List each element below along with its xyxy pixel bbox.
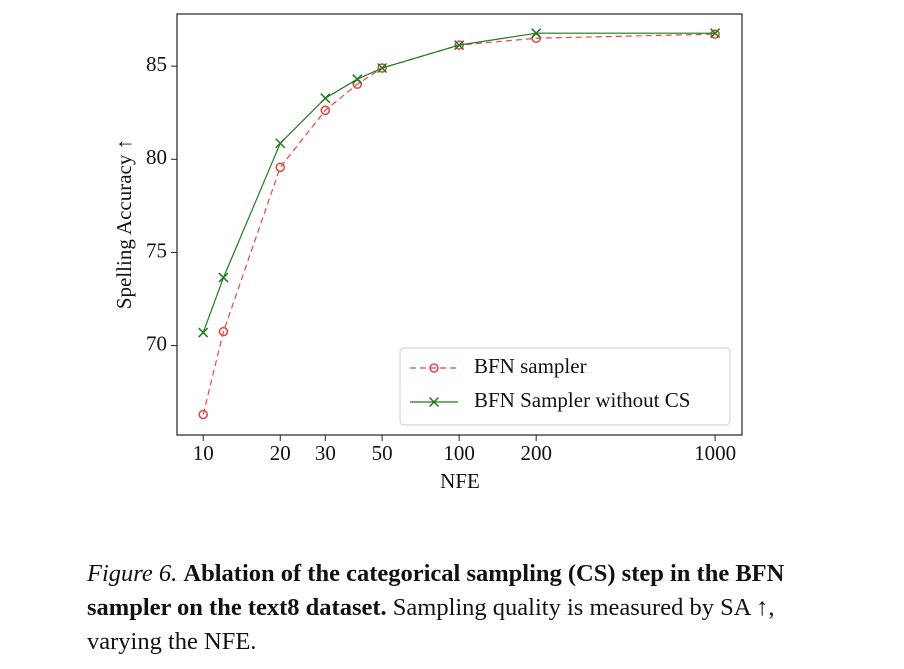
data-point: [218, 326, 229, 337]
data-point: [377, 62, 388, 74]
x-axis-label: NFE: [440, 469, 480, 493]
legend-label: BFN Sampler without CS: [474, 388, 690, 412]
series-line: [202, 33, 716, 415]
caption: Figure 6. Ablation of the categorical sa…: [87, 557, 827, 659]
legend-label: BFN sampler: [474, 354, 587, 378]
x-tick-label: 30: [315, 441, 336, 465]
data-point: [531, 28, 542, 39]
x-tick-label: 1000: [694, 441, 736, 465]
x-tick-label: 200: [520, 441, 552, 465]
caption-label: Figure 6.: [87, 560, 178, 587]
data-point: [218, 272, 229, 283]
data-point: [275, 162, 286, 173]
data-point: [710, 28, 721, 39]
data-point: [352, 74, 363, 85]
chart: NFE Spelling Accuracy ↑ 10 20 30 50 100 200 10…: [112, 13, 743, 493]
x-tick-label: 50: [372, 441, 393, 465]
x-tick-label: 100: [443, 441, 475, 465]
legend-box: [399, 347, 731, 426]
data-point: [710, 29, 720, 39]
legend-marker: [428, 396, 440, 408]
data-point: [198, 409, 209, 420]
y-tick-label: 85: [146, 52, 167, 76]
data-point: [198, 327, 209, 338]
data-point: [454, 40, 465, 51]
y-tick-label: 80: [146, 145, 167, 169]
data-point: [320, 93, 331, 104]
series-line: [202, 32, 716, 333]
y-tick-label: 75: [146, 238, 167, 262]
caption-bold: Ablation of the categorical sampling (CS…: [87, 560, 785, 621]
data-point: [454, 40, 464, 50]
y-axis-label: Spelling Accuracy ↑: [112, 139, 136, 309]
data-point: [377, 63, 387, 73]
data-point: [275, 138, 286, 149]
x-tick-label: 10: [193, 441, 214, 465]
data-point: [320, 105, 331, 116]
y-tick-label: 70: [146, 331, 167, 355]
x-tick-label: 20: [270, 441, 291, 465]
caption-text: Sampling quality is measured by SA ↑, va…: [87, 594, 775, 655]
legend-marker: [429, 363, 439, 373]
